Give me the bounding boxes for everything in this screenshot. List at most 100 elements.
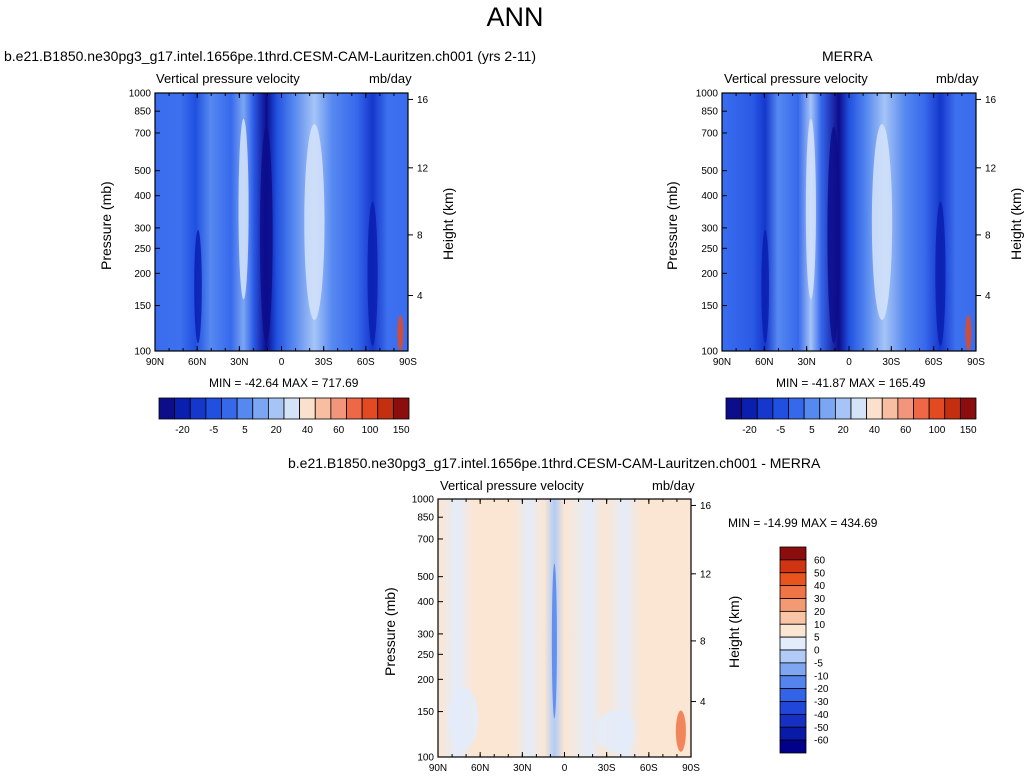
colorbar-obs: -20 -5 5 20 40 60 100 150 <box>725 397 977 436</box>
y-tick-label: 200 <box>417 675 434 686</box>
colorbar-swatch <box>779 623 807 638</box>
colorbar-swatch <box>779 739 807 754</box>
y-tick-label: 250 <box>701 244 718 255</box>
colorbar-swatch <box>834 397 852 420</box>
colorbar-swatch <box>788 397 805 420</box>
colorbar-swatch <box>772 397 789 420</box>
panel-title-model: b.e21.B1850.ne30pg3_g17.intel.1656pe.1th… <box>4 48 537 64</box>
colorbar-label: 60 <box>900 425 912 436</box>
heatmap-feature <box>761 229 769 344</box>
heatmap-feature <box>194 229 202 344</box>
x-tick-label: 60S <box>925 357 943 368</box>
colorbar-swatch <box>267 397 285 420</box>
y-tick-label: 850 <box>701 107 718 118</box>
heatmap-feature <box>304 123 325 321</box>
colorbar-swatch <box>779 688 807 702</box>
colorbar-swatch <box>944 397 961 420</box>
x-tick-label: 60S <box>640 763 658 774</box>
heatmap-feature <box>805 118 816 300</box>
colorbar-label: 10 <box>814 620 826 631</box>
heatmap-feature <box>551 563 557 719</box>
x-tick-label: 60N <box>471 763 489 774</box>
colorbar-label: 40 <box>869 425 881 436</box>
colorbar-swatch <box>779 572 807 587</box>
heatmap-feature <box>259 126 273 344</box>
colorbar-label: -20 <box>175 425 190 436</box>
x-tick-label: 30N <box>230 357 248 368</box>
colorbar-swatch <box>779 713 807 728</box>
colorbar-label: -5 <box>814 658 823 669</box>
y-tick-label: 850 <box>134 107 151 118</box>
colorbar-label: -50 <box>814 723 829 734</box>
colorbar-label: -60 <box>814 736 829 747</box>
colorbar-swatch <box>959 397 977 420</box>
y2-tick-label: 12 <box>700 569 712 580</box>
colorbar-swatch <box>236 397 254 420</box>
x-tick-label: 0 <box>279 357 285 368</box>
colorbar-swatch <box>779 559 807 574</box>
colorbar-swatch <box>779 649 807 664</box>
units-label-obs: mb/day <box>936 71 979 86</box>
colorbar-swatch <box>330 397 347 420</box>
heatmap-feature <box>448 687 479 750</box>
colorbar-swatch <box>725 397 743 420</box>
colorbar-swatch <box>850 397 868 420</box>
x-tick-label: 30N <box>797 357 815 368</box>
x-tick-label: 90N <box>429 763 447 774</box>
y-tick-label: 400 <box>701 191 718 202</box>
y-tick-label: 850 <box>417 513 434 524</box>
colorbar-swatch <box>252 397 269 420</box>
colorbar-swatch <box>779 701 807 715</box>
colorbar-swatch <box>866 397 883 420</box>
colorbar-swatch <box>779 726 807 741</box>
y2-tick-label: 8 <box>985 230 991 241</box>
stats-model: MIN = -42.64 MAX = 717.69 <box>209 376 359 390</box>
colorbar-label: -10 <box>814 671 829 682</box>
colorbar-swatch <box>174 397 191 420</box>
colorbar-label: 0 <box>814 646 820 657</box>
colorbar-swatch <box>314 397 332 420</box>
colorbar-swatch <box>779 546 807 561</box>
colorbar-swatch <box>881 397 899 420</box>
colorbar-label: 50 <box>814 568 826 579</box>
units-label-diff: mb/day <box>652 478 695 493</box>
x-tick-label: 90N <box>146 357 164 368</box>
y-tick-label: 500 <box>417 572 434 583</box>
colorbar-swatch <box>221 397 238 420</box>
colorbar-swatch <box>779 610 807 625</box>
y-tick-label: 100 <box>417 753 434 764</box>
x-tick-label: 60N <box>755 357 773 368</box>
colorbar-label: -5 <box>209 425 218 436</box>
colorbar-label: -30 <box>814 697 829 708</box>
y2-tick-label: 4 <box>985 291 991 302</box>
heatmap-field <box>438 499 691 757</box>
colorbar-swatch <box>346 397 363 420</box>
colorbar-swatch <box>803 397 821 420</box>
x-tick-label: 90S <box>967 357 985 368</box>
x-tick-label: 0 <box>562 763 568 774</box>
y-tick-label: 100 <box>134 347 151 358</box>
y-tick-label: 100 <box>701 347 718 358</box>
panel-title-obs: MERRA <box>822 48 873 64</box>
colorbar-label: 5 <box>814 633 820 644</box>
colorbar-label: 5 <box>242 425 248 436</box>
x-tick-label: 30S <box>882 357 900 368</box>
y-tick-label: 250 <box>417 650 434 661</box>
variable-label-obs: Vertical pressure velocity <box>724 71 868 86</box>
x-tick-label: 90N <box>713 357 731 368</box>
colorbar-label: 100 <box>362 425 379 436</box>
heatmap-feature <box>871 123 893 321</box>
colorbar-swatch <box>779 585 807 599</box>
heatmap-feature <box>935 201 946 346</box>
stats-diff: MIN = -14.99 MAX = 434.69 <box>728 516 878 530</box>
colorbar-swatch <box>779 675 807 690</box>
y-tick-label: 500 <box>134 166 151 177</box>
variable-label-model: Vertical pressure velocity <box>156 71 300 86</box>
x-tick-label: 30S <box>315 357 333 368</box>
y-tick-label: 700 <box>417 534 434 545</box>
colorbar-label: 20 <box>838 425 850 436</box>
colorbar-label: 20 <box>271 425 283 436</box>
colorbar-swatch <box>299 397 316 420</box>
